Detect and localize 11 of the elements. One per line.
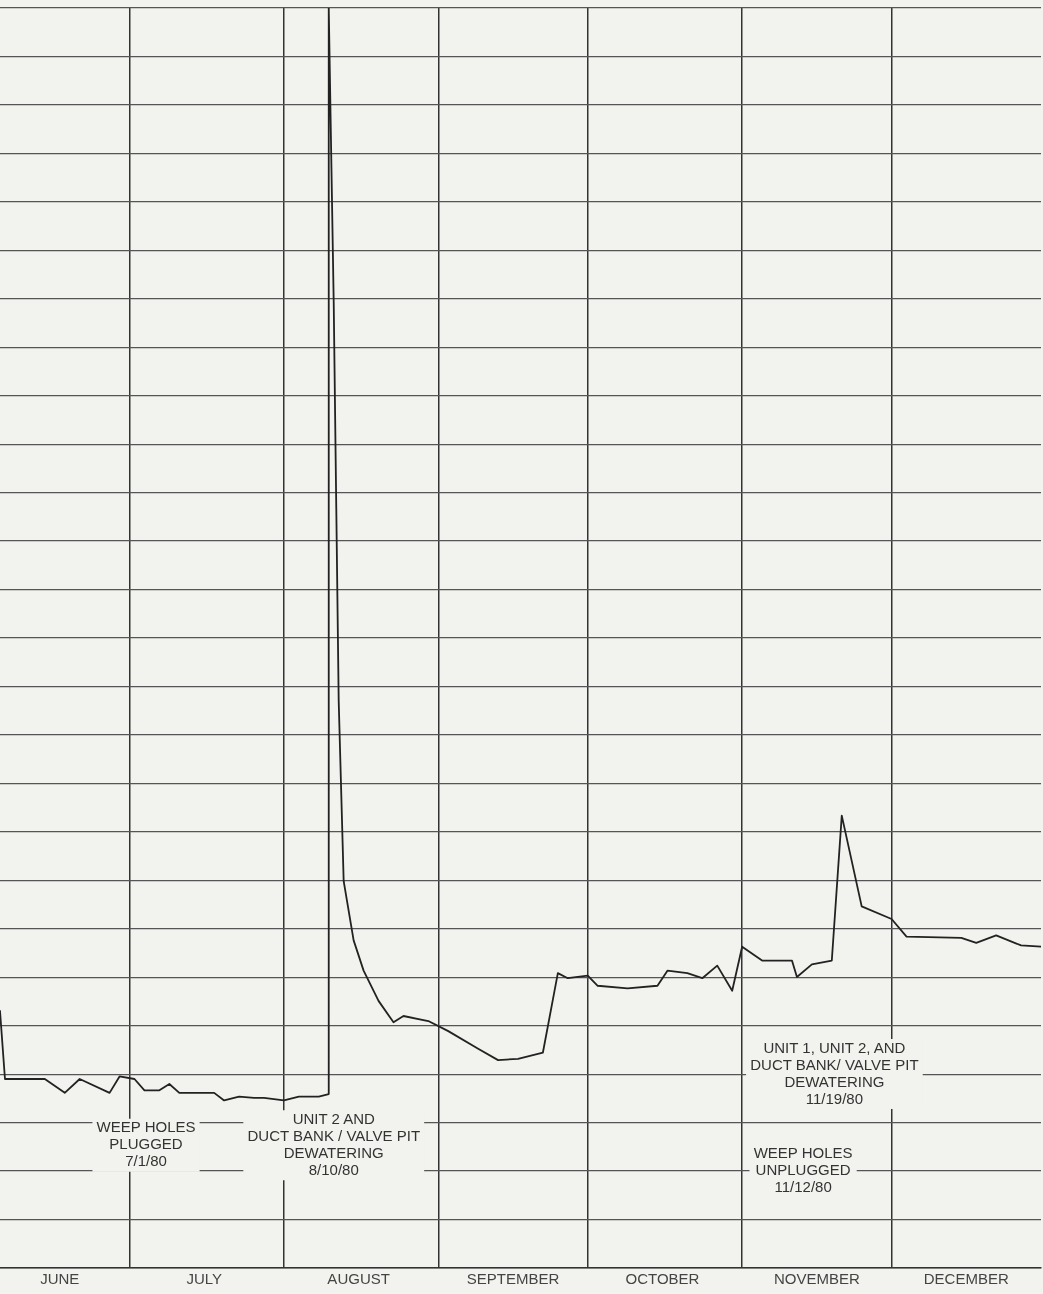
x-tick-label: SEPTEMBER [466, 1270, 560, 1288]
x-tick-label: OCTOBER [625, 1270, 700, 1288]
x-tick-label: AUGUST [327, 1270, 390, 1288]
annotation: UNIT 2 AND DUCT BANK / VALVE PIT DEWATERING 8/10/80 [247, 1109, 421, 1178]
annotation: WEEP HOLES PLUGGED 7/1/80 [96, 1118, 196, 1170]
annotation: WEEP HOLES UNPLUGGED 11/12/80 [753, 1144, 853, 1196]
x-tick-label: DECEMBER [923, 1270, 1009, 1288]
annotation: UNIT 1, UNIT 2, AND DUCT BANK/ VALVE PIT DEWATERING 11/19/80 [750, 1038, 919, 1107]
x-tick-label: JUNE [40, 1270, 80, 1288]
x-tick-label: JULY [186, 1270, 222, 1288]
x-tick-label: NOVEMBER [773, 1270, 860, 1288]
